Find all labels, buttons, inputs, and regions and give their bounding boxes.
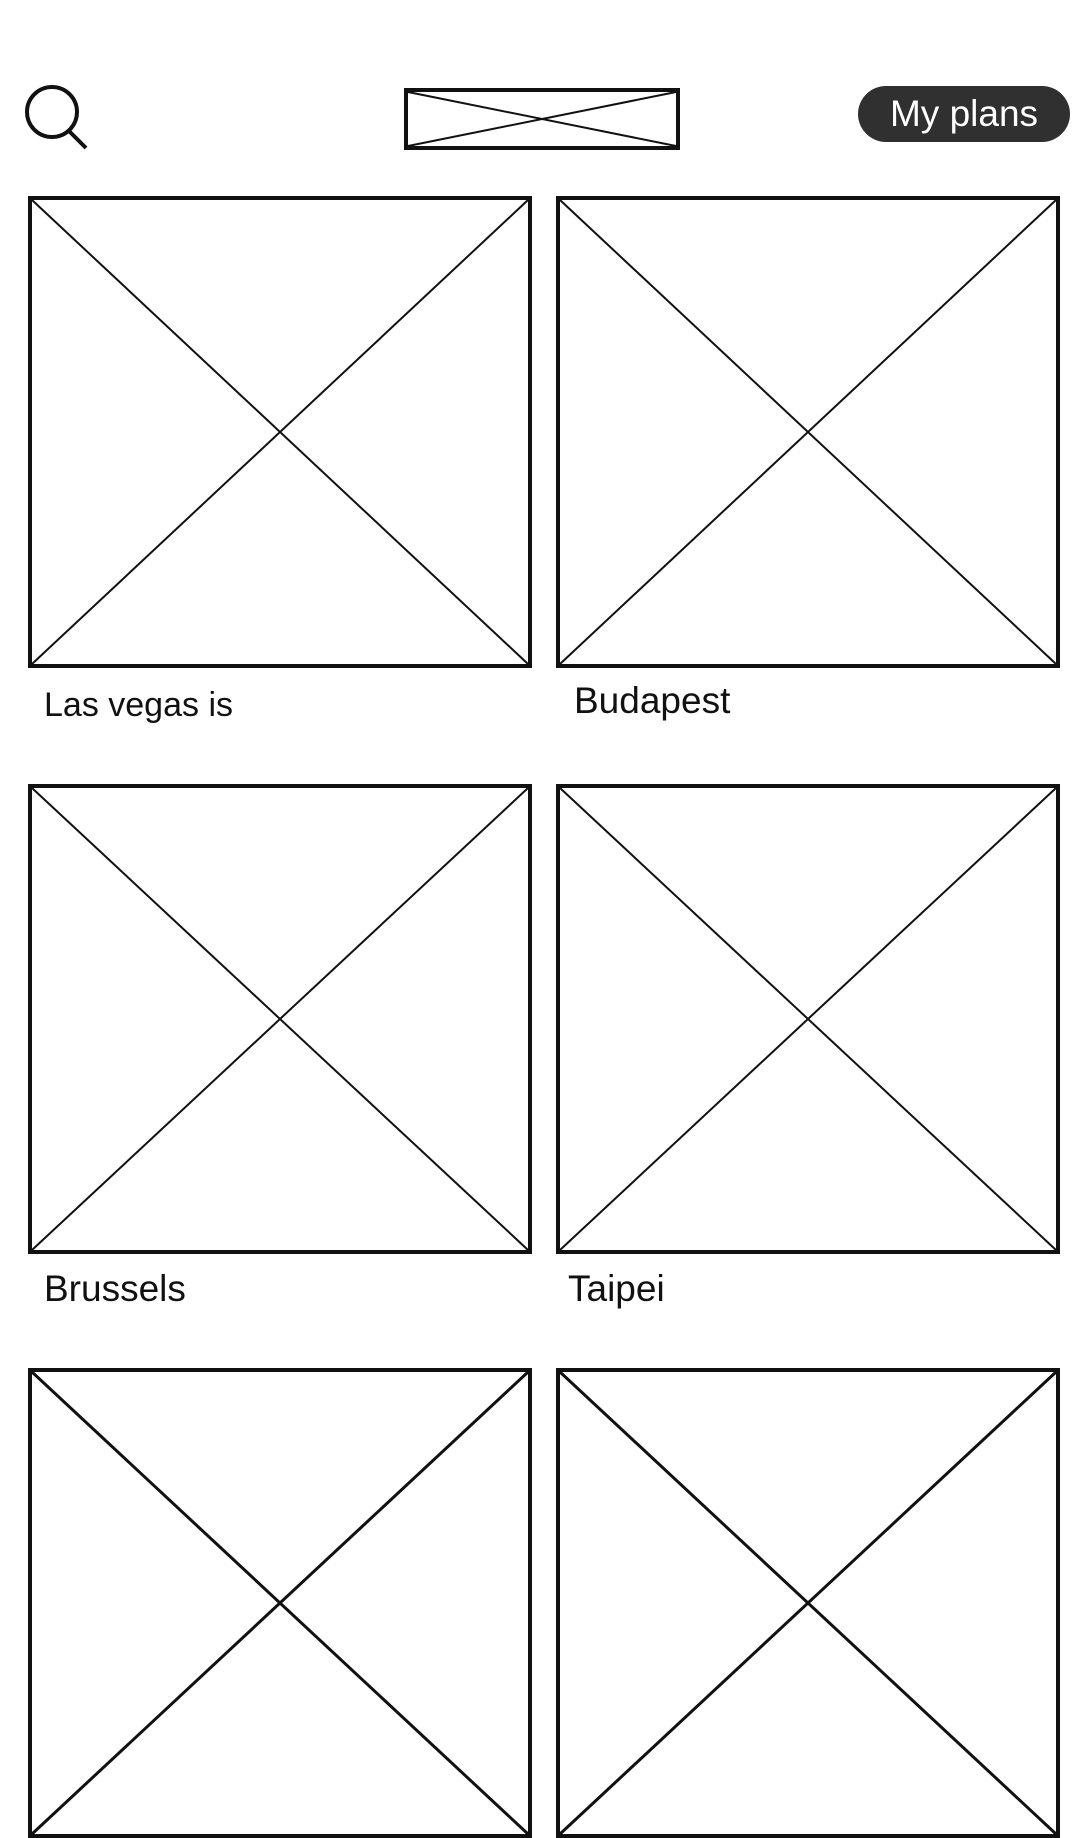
- destination-image: [28, 784, 532, 1254]
- destination-card[interactable]: [28, 1368, 532, 1838]
- destination-image: [28, 196, 532, 668]
- destination-image: [556, 784, 1060, 1254]
- destination-name: Las vegas is: [44, 686, 233, 724]
- destination-card[interactable]: [556, 1368, 1060, 1838]
- image-placeholder-icon: [28, 1368, 532, 1838]
- destination-name: Taipei: [568, 1268, 665, 1309]
- search-button[interactable]: [22, 80, 94, 152]
- image-placeholder-icon: [556, 784, 1060, 1254]
- search-icon: [25, 85, 88, 150]
- image-placeholder-icon: [28, 196, 532, 668]
- header: My plans: [0, 0, 1080, 170]
- image-placeholder-icon: [28, 784, 532, 1254]
- image-placeholder-icon: [404, 88, 680, 150]
- my-plans-button[interactable]: My plans: [858, 86, 1070, 142]
- destination-card[interactable]: Las vegas is: [28, 196, 532, 756]
- image-placeholder-icon: [556, 196, 1060, 668]
- destination-card[interactable]: Budapest: [556, 196, 1060, 756]
- image-placeholder-icon: [556, 1368, 1060, 1838]
- destination-image: [28, 1368, 532, 1838]
- destination-name: Budapest: [574, 680, 731, 721]
- destination-image: [556, 1368, 1060, 1838]
- destination-card[interactable]: Brussels: [28, 784, 532, 1344]
- destination-image: [556, 196, 1060, 668]
- destination-card[interactable]: Taipei: [556, 784, 1060, 1344]
- destination-name: Brussels: [44, 1268, 186, 1309]
- logo-placeholder: [404, 88, 680, 150]
